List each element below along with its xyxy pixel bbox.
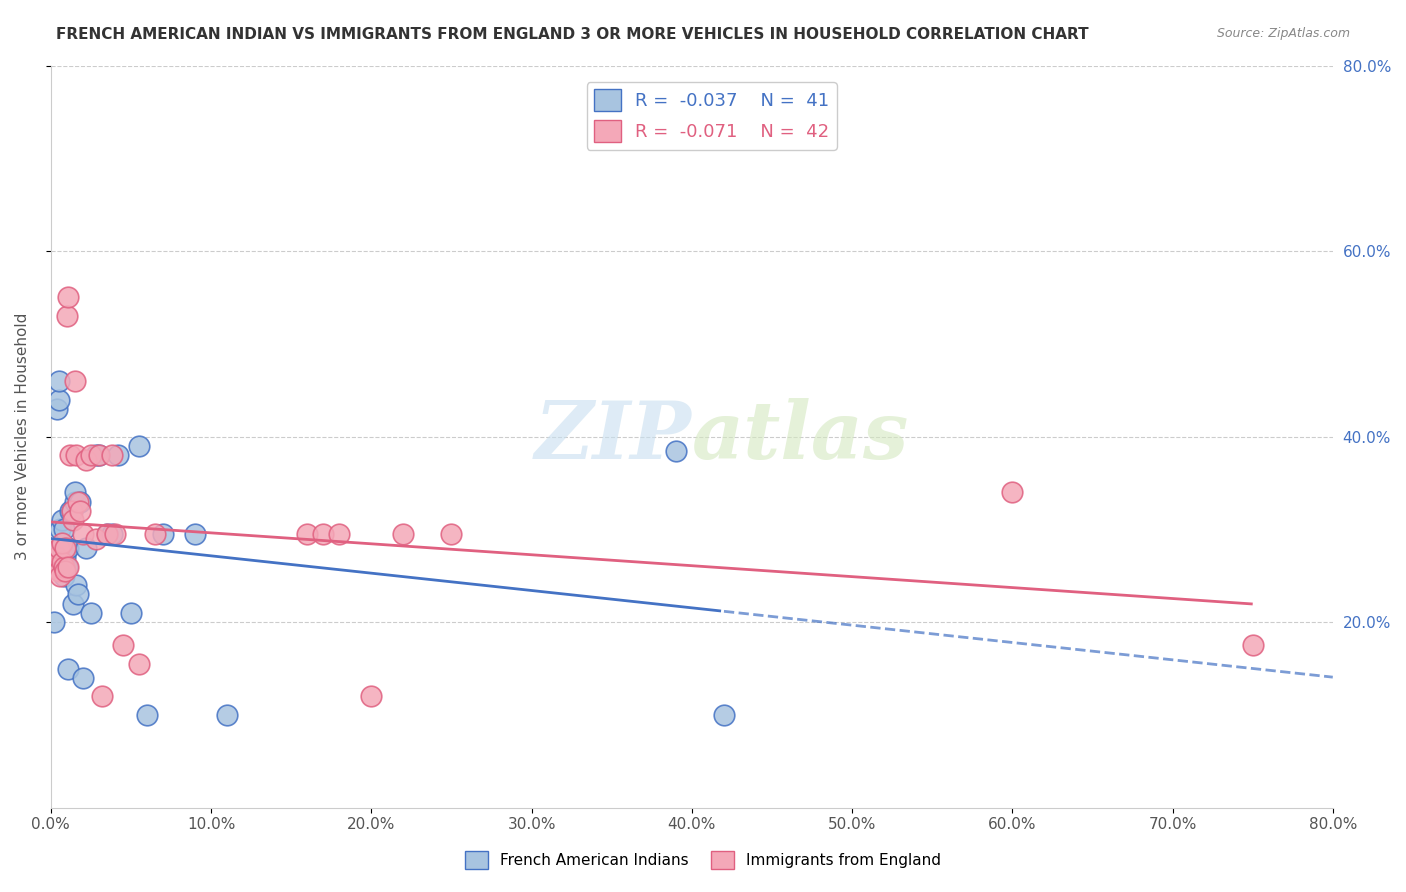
Point [49,541,72,555]
Point [665,443,688,458]
Point [62,513,84,527]
Point [41,559,63,574]
Text: ZIP: ZIP [534,398,692,475]
Point [52,522,75,536]
Point [45,550,67,565]
Point [52,568,75,582]
Point [87,448,110,462]
Point [58,291,80,305]
Point [136,707,159,722]
Point [72,671,94,685]
Point [100,448,122,462]
Point [56,541,79,555]
Point [62,597,84,611]
Point [80,448,103,462]
Point [111,638,134,652]
Point [107,448,129,462]
Point [48,392,70,407]
Point [1001,485,1024,500]
Point [63,494,86,508]
Point [87,448,110,462]
Point [69,504,91,518]
Point [75,453,97,467]
Point [42,615,65,629]
Point [312,527,335,541]
Point [63,485,86,500]
Point [143,527,166,541]
Point [51,513,73,527]
Point [65,448,87,462]
Point [69,494,91,508]
Point [42,559,65,574]
Y-axis label: 3 or more Vehicles in Household: 3 or more Vehicles in Household [15,313,30,560]
Point [52,559,75,574]
Point [67,494,90,508]
Point [84,532,107,546]
Point [96,527,118,541]
Point [58,559,80,574]
Point [48,564,70,578]
Point [75,541,97,555]
Point [328,527,350,541]
Point [128,439,150,453]
Point [67,587,90,601]
Point [58,661,80,675]
Point [58,541,80,555]
Point [53,541,76,555]
Point [96,527,118,541]
Point [392,527,415,541]
Legend: French American Indians, Immigrants from England: French American Indians, Immigrants from… [458,845,948,875]
Text: atlas: atlas [692,398,910,475]
Point [184,527,207,541]
Point [60,504,83,518]
Point [217,707,239,722]
Legend: R =  -0.037    N =  41, R =  -0.071    N =  42: R = -0.037 N = 41, R = -0.071 N = 42 [586,82,837,150]
Point [48,374,70,388]
Point [1241,638,1264,652]
Point [53,550,76,565]
Point [91,690,114,704]
Point [60,504,83,518]
Point [713,707,735,722]
Point [46,401,69,416]
Point [100,527,122,541]
Point [49,568,72,582]
Point [45,559,67,574]
Point [51,555,73,569]
Point [297,527,319,541]
Point [56,309,79,323]
Point [48,541,70,555]
Point [46,550,69,565]
Point [49,522,72,536]
Point [51,536,73,550]
Text: FRENCH AMERICAN INDIAN VS IMMIGRANTS FROM ENGLAND 3 OR MORE VEHICLES IN HOUSEHOL: FRENCH AMERICAN INDIAN VS IMMIGRANTS FRO… [56,27,1088,42]
Point [51,550,73,565]
Point [72,527,94,541]
Point [53,559,76,574]
Point [104,527,127,541]
Point [360,690,382,704]
Text: Source: ZipAtlas.com: Source: ZipAtlas.com [1216,27,1350,40]
Point [120,606,142,620]
Point [80,606,103,620]
Point [53,564,76,578]
Point [59,448,82,462]
Point [63,374,86,388]
Point [440,527,463,541]
Point [84,448,107,462]
Point [59,504,82,518]
Point [56,559,79,574]
Point [128,657,150,671]
Point [65,578,87,592]
Point [152,527,174,541]
